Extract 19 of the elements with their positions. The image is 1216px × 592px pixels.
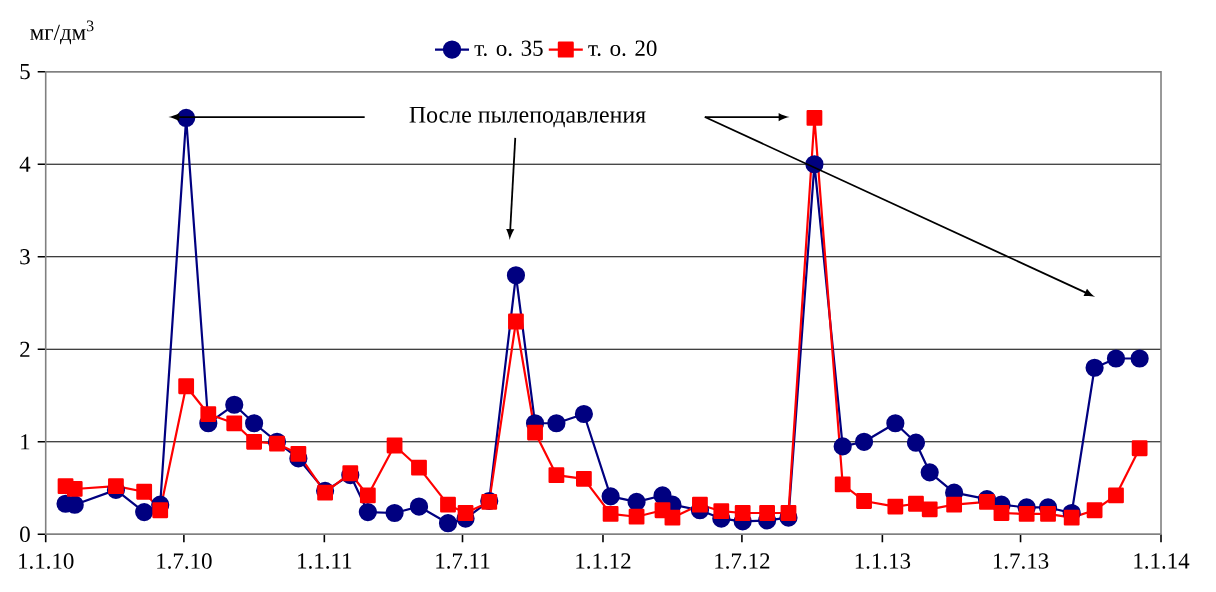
y-axis-title: мг/дм$^{3}$	[30, 20, 94, 45]
legend-label: т. о. 35	[474, 40, 543, 56]
y-tick-label: 4	[19, 156, 31, 172]
x-tick-label: 1.1.11	[298, 553, 352, 569]
x-tick-label: 1.1.13	[855, 553, 911, 569]
x-tick-label: 1.1.14	[1134, 553, 1190, 569]
y-tick-label: 2	[20, 341, 30, 357]
x-tick-label: 1.7.13	[993, 553, 1049, 569]
annotation: После пылеподавления	[409, 106, 646, 128]
x-tick-label: 1.7.11	[436, 553, 490, 569]
y-tick-label: 3	[20, 249, 30, 265]
x-tick-label: 1.1.12	[576, 553, 631, 569]
x-tick-label: 1.7.10	[157, 553, 212, 569]
x-tick-label: 1.7.12	[715, 553, 770, 569]
x-tick-label: 1.1.10	[19, 553, 74, 569]
y-tick-label: 1	[21, 434, 30, 450]
y-tick-label: 0	[20, 526, 30, 543]
y-tick-label: 5	[20, 64, 30, 80]
legend-label: т. о. 20	[588, 40, 657, 57]
